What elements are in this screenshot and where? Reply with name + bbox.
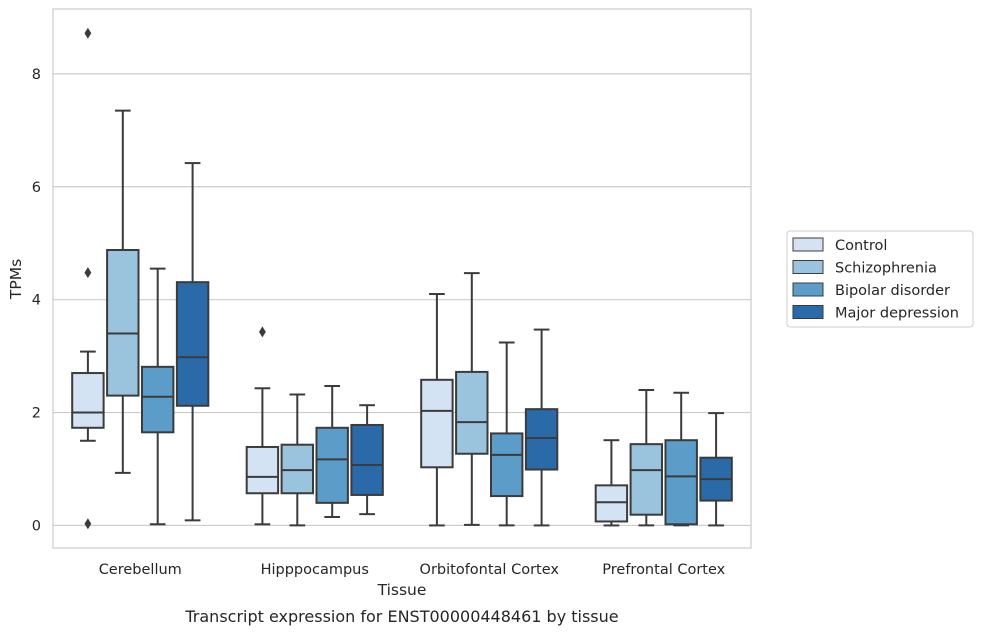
x-tick-label: Hipppocampus xyxy=(261,562,369,578)
outlier-point xyxy=(84,267,92,279)
y-tick-label: 2 xyxy=(32,406,41,422)
legend-label: Bipolar disorder xyxy=(835,283,950,299)
box-iqr xyxy=(140,365,175,434)
box-iqr xyxy=(71,372,105,429)
box xyxy=(245,326,280,526)
box-iqr xyxy=(629,443,664,516)
box-iqr xyxy=(106,248,140,397)
legend-swatch xyxy=(792,282,824,297)
x-axis: Cerebellum Hipppocampus Orbitofontal Corte… xyxy=(99,562,726,578)
legend-swatch xyxy=(792,305,824,319)
box xyxy=(664,391,698,527)
box xyxy=(699,412,733,527)
box xyxy=(140,267,175,526)
y-tick-label: 8 xyxy=(32,67,41,83)
box-iqr xyxy=(664,439,698,526)
box-iqr xyxy=(489,432,524,498)
y-axis-title: TPMs xyxy=(7,259,25,300)
box xyxy=(350,404,384,516)
box xyxy=(489,341,524,527)
box xyxy=(315,385,349,518)
legend-swatch xyxy=(792,260,824,274)
x-tick-label: Cerebellum xyxy=(99,562,182,578)
x-tick-label: Orbitofontal Cortex xyxy=(420,562,560,578)
box-series xyxy=(71,27,733,530)
y-tick-label: 0 xyxy=(32,518,41,534)
box xyxy=(524,328,559,527)
box xyxy=(106,109,140,474)
legend-swatch xyxy=(792,237,824,252)
y-tick-label: 4 xyxy=(32,293,41,309)
box-iqr xyxy=(350,423,384,496)
box xyxy=(594,439,629,527)
legend-label: Control xyxy=(835,238,887,254)
box xyxy=(629,388,664,527)
legend-label: Major depression xyxy=(835,306,959,322)
box-iqr xyxy=(280,443,315,495)
outlier-point xyxy=(84,518,92,530)
x-axis-title: Tissue xyxy=(377,581,427,599)
box-iqr xyxy=(420,378,454,469)
box-iqr xyxy=(594,484,629,523)
chart-caption: Transcript expression for ENST0000044846… xyxy=(184,607,618,626)
box xyxy=(175,162,210,522)
box xyxy=(420,293,454,527)
x-tick-label: Prefrontal Cortex xyxy=(602,562,725,578)
y-axis: 0 2 4 6 8 xyxy=(32,67,41,535)
legend-frame xyxy=(786,230,974,328)
box xyxy=(71,27,105,530)
box-iqr xyxy=(175,281,210,407)
box xyxy=(455,272,489,526)
y-tick-label: 6 xyxy=(32,180,41,196)
box xyxy=(280,393,315,527)
box-iqr xyxy=(315,426,349,504)
legend: Control Schizophrenia Bipolar disorder Majo… xyxy=(786,230,974,328)
box-iqr xyxy=(455,370,489,455)
box-iqr xyxy=(245,445,280,495)
outlier-point xyxy=(258,326,266,338)
outlier-point xyxy=(84,27,92,39)
legend-label: Schizophrenia xyxy=(835,261,937,277)
box-iqr xyxy=(524,408,559,471)
plot-frame xyxy=(52,8,752,549)
